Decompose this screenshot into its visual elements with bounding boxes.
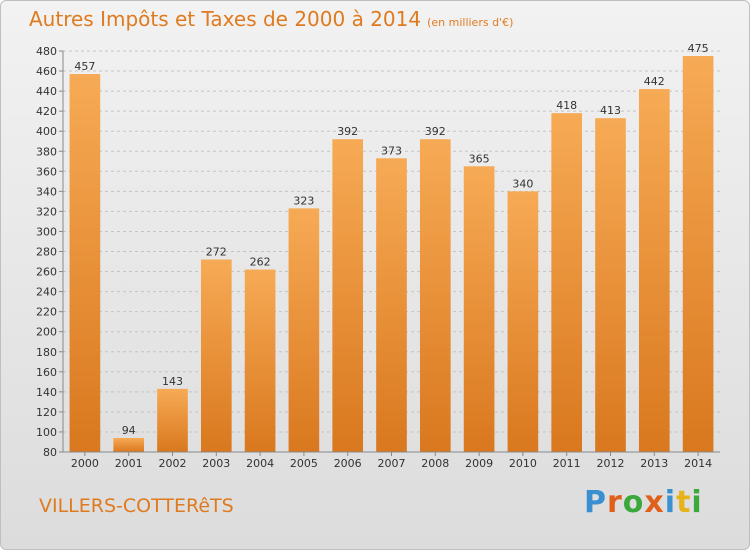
x-tick-label-2011: 2011 (553, 457, 581, 470)
y-tick-label: 440 (36, 85, 57, 98)
y-tick-label: 400 (36, 125, 57, 138)
chart-title: Autres Impôts et Taxes de 2000 à 2014 (en… (29, 7, 513, 31)
value-label-2009: 365 (469, 152, 490, 165)
value-label-2005: 323 (293, 194, 314, 207)
value-label-2004: 262 (250, 256, 271, 269)
bar-2005 (288, 208, 320, 452)
logo-letter: t (676, 485, 692, 520)
x-tick-label-2006: 2006 (334, 457, 362, 470)
bars (69, 56, 714, 453)
y-tick-label: 100 (36, 426, 57, 439)
city-name: VILLERS-COTTERêTS (39, 495, 234, 517)
y-tick-label: 420 (36, 105, 57, 118)
y-tick-label: 200 (36, 326, 57, 339)
bar-2010 (507, 191, 539, 452)
y-tick-label: 220 (36, 306, 57, 319)
bar-2002 (157, 388, 188, 452)
x-tick-label-2003: 2003 (202, 457, 230, 470)
x-tick-label-2012: 2012 (597, 457, 625, 470)
bar-2008 (419, 139, 451, 452)
y-tick-label: 280 (36, 246, 57, 259)
value-label-2007: 373 (381, 144, 402, 157)
bar-2004 (244, 269, 276, 452)
bar-2012 (595, 118, 626, 452)
value-label-2002: 143 (162, 375, 183, 388)
value-label-2011: 418 (556, 99, 577, 112)
logo-letter: r (607, 485, 623, 520)
x-tick-label-2000: 2000 (71, 457, 99, 470)
x-tick-label-2004: 2004 (246, 457, 274, 470)
y-tick-label: 320 (36, 205, 57, 218)
x-tick-label-2014: 2014 (684, 457, 712, 470)
y-tick-label: 160 (36, 366, 57, 379)
bar-2003 (200, 259, 232, 452)
y-tick-label: 340 (36, 185, 57, 198)
bar-2014 (682, 56, 714, 452)
value-label-2006: 392 (337, 125, 358, 138)
value-label-2001: 94 (122, 424, 136, 437)
value-label-2003: 272 (206, 246, 227, 259)
y-tick-label: 460 (36, 65, 57, 78)
bar-2000 (69, 74, 101, 453)
logo-letter: i (691, 485, 703, 520)
bar-2009 (463, 166, 495, 452)
proxiti-logo: Proxiti (584, 485, 703, 520)
y-tick-label: 260 (36, 266, 57, 279)
y-tick-label: 120 (36, 406, 57, 419)
value-label-2014: 475 (688, 42, 709, 55)
value-label-2008: 392 (425, 125, 446, 138)
x-tick-label-2007: 2007 (378, 457, 406, 470)
value-label-2012: 413 (600, 104, 621, 117)
y-tick-label: 240 (36, 286, 57, 299)
bar-2006 (332, 139, 364, 452)
y-tick-label: 300 (36, 225, 57, 238)
data-labels: 457 94 143 272 262 323 392 373 392 365 340 418 413 44… (74, 42, 708, 437)
x-tick-label-2009: 2009 (465, 457, 493, 470)
value-label-2010: 340 (512, 177, 533, 190)
bar-2007 (376, 158, 407, 452)
y-tick-label: 140 (36, 386, 57, 399)
bar-2011 (551, 113, 583, 452)
x-tick-label-2008: 2008 (421, 457, 449, 470)
bar-2013 (638, 89, 670, 452)
value-label-2000: 457 (74, 60, 95, 73)
logo-letter: o (622, 485, 645, 520)
value-label-2013: 442 (644, 75, 665, 88)
x-tick-label-2002: 2002 (159, 457, 187, 470)
chart-subtitle: (en milliers d'€) (427, 16, 514, 29)
logo-letter: i (664, 485, 677, 520)
x-tick-label-2001: 2001 (115, 457, 143, 470)
y-tick-label: 480 (36, 45, 57, 58)
axes: 80 100 120 140 160 180 200 220 240 260 280 300 320 34… (36, 45, 720, 470)
chart-title-text: Autres Impôts et Taxes de 2000 à 2014 (29, 7, 422, 31)
x-tick-label-2013: 2013 (640, 457, 668, 470)
x-tick-label-2005: 2005 (290, 457, 318, 470)
y-tick-label: 80 (43, 446, 57, 459)
x-tick-label-2010: 2010 (509, 457, 537, 470)
y-tick-label: 360 (36, 165, 57, 178)
logo-letter: x (644, 485, 665, 520)
bar-2001 (113, 437, 145, 452)
y-tick-label: 380 (36, 145, 57, 158)
y-tick-label: 180 (36, 346, 57, 359)
logo-letter: P (584, 485, 607, 520)
